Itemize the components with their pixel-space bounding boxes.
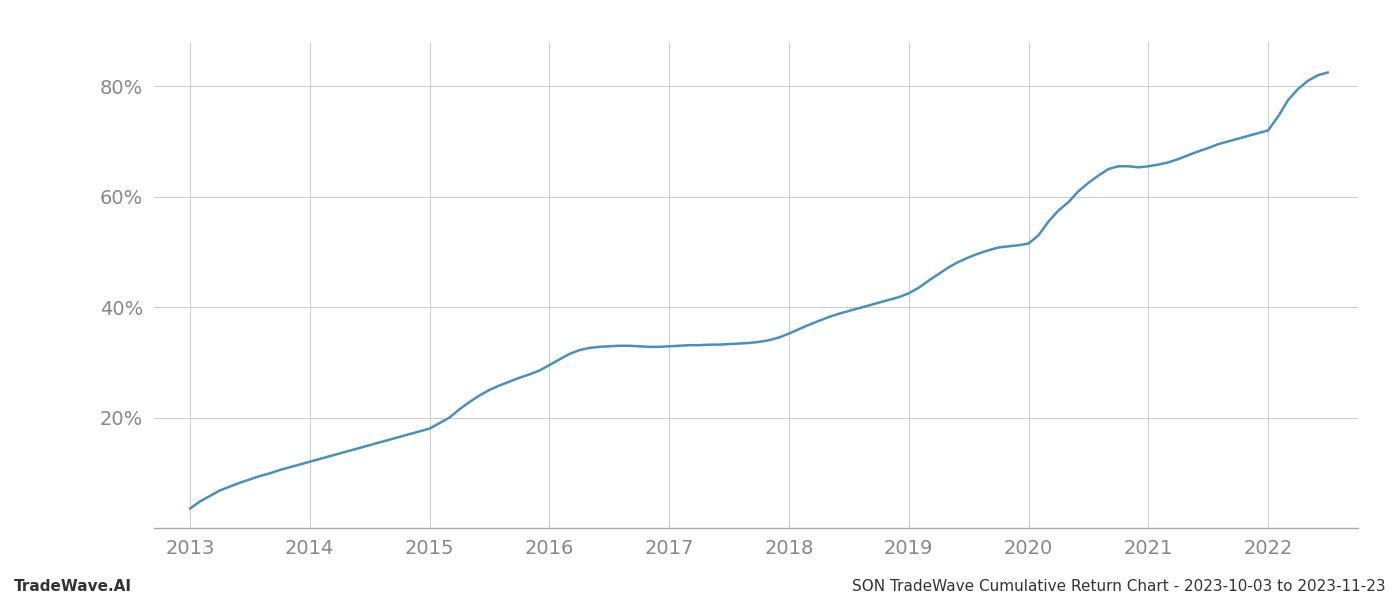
Text: TradeWave.AI: TradeWave.AI [14,579,132,594]
Text: SON TradeWave Cumulative Return Chart - 2023-10-03 to 2023-11-23: SON TradeWave Cumulative Return Chart - … [853,579,1386,594]
